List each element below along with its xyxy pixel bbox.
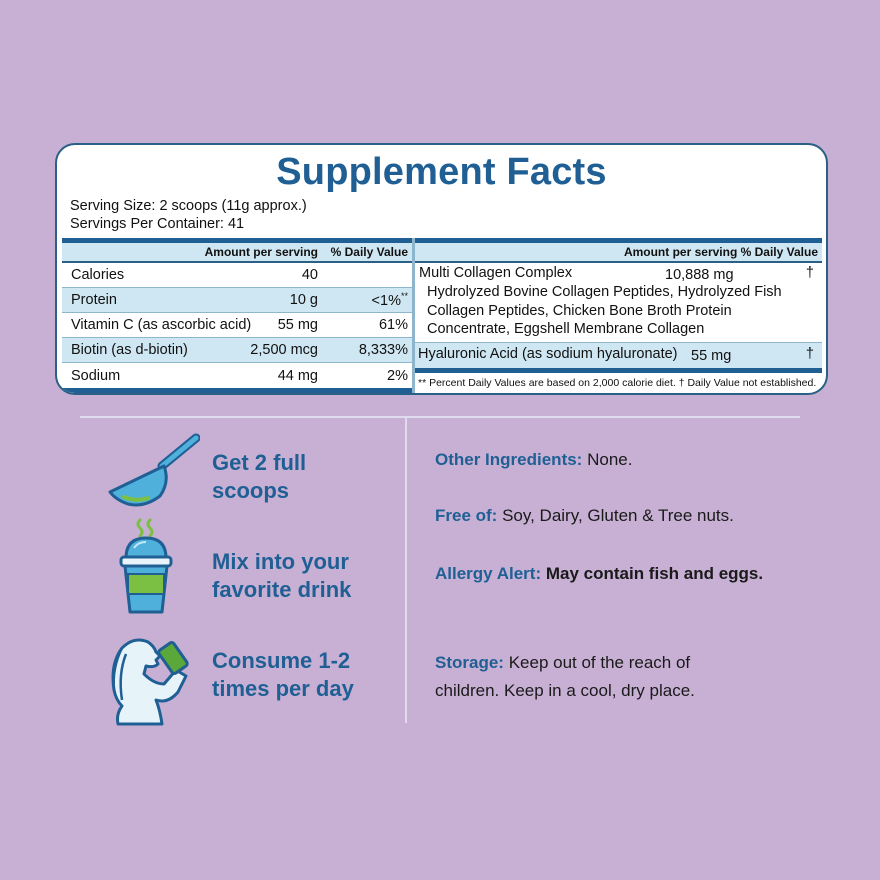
nutrients-table-right: Amount per serving % Daily Value Multi C… [415, 238, 822, 389]
table-row-biotin: Biotin (as d-biotin) 2,500 mcg 8,333% [62, 338, 412, 363]
table-row-sodium: Sodium 44 mg 2% [62, 363, 412, 388]
table-row-vitamin-c: Vitamin C (as ascorbic acid) 55 mg 61% [62, 313, 412, 338]
horizontal-divider [80, 416, 800, 418]
other-ingredients-value: None. [582, 450, 633, 469]
table-row-calories: Calories 40 [62, 263, 412, 288]
ingredient-amount: 10,888 mg [665, 267, 734, 283]
dagger-mark: † [805, 346, 814, 362]
step-line: times per day [212, 676, 354, 701]
vertical-divider [405, 418, 407, 723]
nutrient-amount: 44 mg [277, 367, 318, 384]
nutrient-name: Sodium [71, 367, 121, 384]
ingredient-amount: 55 mg [691, 348, 732, 364]
collagen-sources: Hydrolyzed Bovine Collagen Peptides, Hyd… [427, 284, 782, 337]
free-of-value: Soy, Dairy, Gluten & Tree nuts. [497, 506, 734, 525]
step-mix-text: Mix into your favorite drink [212, 548, 351, 604]
nutrient-name: Calories [71, 267, 125, 283]
ingredient-name: Hyaluronic Acid (as sodium hyaluronate) [418, 346, 678, 362]
nutrient-amount: 10 g [289, 292, 318, 308]
step-line: Consume 1-2 [212, 648, 351, 673]
nutrient-name: Vitamin C (as ascorbic acid) [71, 317, 252, 333]
dv-footnote-mark: ** [400, 291, 408, 302]
panel-title: Supplement Facts [276, 151, 607, 193]
step-consume-text: Consume 1-2 times per day [212, 647, 354, 703]
drink-cup-icon [119, 518, 173, 614]
free-of-label: Free of: [435, 506, 498, 525]
header-amount: Amount per serving [204, 245, 318, 259]
nutrient-dv: 8,333% [358, 342, 408, 358]
allergy-alert-label: Allergy Alert: [435, 564, 542, 583]
table-divider [412, 238, 415, 393]
table-row-protein: Protein 10 g <1%** [62, 288, 412, 313]
supplement-facts-panel: Supplement Facts Serving Size: 2 scoops … [55, 143, 828, 395]
table-header: Amount per serving % Daily Value [62, 243, 412, 263]
allergy-alert: Allergy Alert: May contain fish and eggs… [435, 560, 765, 588]
step-line: Get 2 full [212, 450, 307, 475]
table-bottom-bar [415, 368, 822, 373]
scoop-icon [108, 433, 200, 507]
free-of: Free of: Soy, Dairy, Gluten & Tree nuts. [435, 502, 795, 530]
daily-value-footnote: ** Percent Daily Values are based on 2,0… [418, 377, 817, 389]
nutrient-dv: <1%** [318, 291, 412, 309]
ingredient-name: Multi Collagen Complex [419, 265, 573, 281]
table-row-multi-collagen: Multi Collagen Complex 10,888 mg † Hydro… [415, 263, 822, 343]
storage: Storage: Keep out of the reach of childr… [435, 649, 735, 705]
serving-size: Serving Size: 2 scoops (11g approx.) [70, 198, 307, 214]
other-ingredients: Other Ingredients: None. [435, 446, 795, 474]
nutrient-dv: 2% [387, 367, 408, 384]
step-line: Mix into your [212, 549, 349, 574]
nutrient-dv: 61% [378, 317, 408, 333]
table-top-bar [62, 238, 412, 243]
header-daily-value: % Daily Value [330, 245, 408, 259]
step-line: scoops [212, 478, 290, 503]
storage-value: Keep out of the reach of children. Keep … [435, 653, 695, 700]
storage-label: Storage: [435, 653, 504, 672]
step-line: favorite drink [212, 577, 352, 602]
dv-value: <1% [371, 292, 401, 309]
step-scoop-text: Get 2 full scoops [212, 449, 306, 505]
nutrient-amount: 2,500 mcg [250, 342, 318, 358]
nutrient-name: Protein [71, 292, 117, 308]
servings-per-container: Servings Per Container: 41 [70, 216, 245, 232]
person-drinking-icon [111, 638, 189, 726]
table-header: Amount per serving % Daily Value [415, 243, 822, 263]
allergy-alert-value: May contain fish and eggs. [541, 564, 764, 583]
table-top-bar [415, 238, 822, 243]
nutrient-name: Biotin (as d-biotin) [71, 342, 188, 358]
nutrients-table-left: Amount per serving % Daily Value Calorie… [62, 238, 412, 393]
nutrient-amount: 55 mg [277, 317, 318, 333]
table-row-hyaluronic-acid: Hyaluronic Acid (as sodium hyaluronate) … [415, 343, 822, 368]
serving-info: Serving Size: 2 scoops (11g approx.) Ser… [70, 197, 307, 233]
table-bottom-bar [62, 388, 412, 393]
nutrient-amount: 40 [301, 267, 318, 283]
other-ingredients-label: Other Ingredients: [435, 450, 583, 469]
dagger-mark: † [805, 265, 814, 281]
